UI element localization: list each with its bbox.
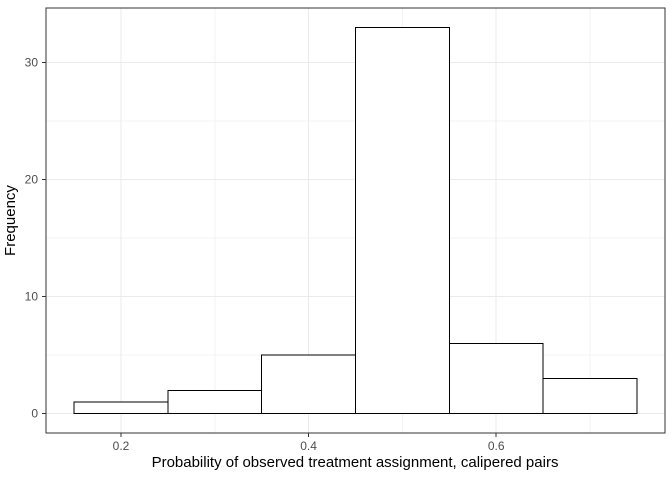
x-tick-label: 0.4	[300, 439, 317, 453]
histogram-bar	[355, 26, 450, 415]
histogram-bar	[167, 389, 263, 415]
y-tick-label: 20	[25, 173, 39, 187]
x-axis-title: Probability of observed treatment assign…	[152, 454, 559, 471]
x-tick-label: 0.6	[488, 439, 505, 453]
histogram-bar	[73, 401, 169, 415]
histogram-bar	[261, 354, 357, 415]
histogram-bar	[542, 378, 638, 415]
histogram-bar	[448, 342, 544, 415]
y-axis-title: Frequency	[2, 185, 19, 256]
y-tick-label: 10	[25, 290, 39, 304]
y-tick-label: 30	[25, 55, 39, 69]
chart-layers: 0.2 0.4 0.6 0 10 20 30	[25, 7, 666, 453]
x-tick-label: 0.2	[113, 439, 130, 453]
panel-border	[45, 7, 666, 434]
y-tick-label: 0	[31, 407, 38, 421]
